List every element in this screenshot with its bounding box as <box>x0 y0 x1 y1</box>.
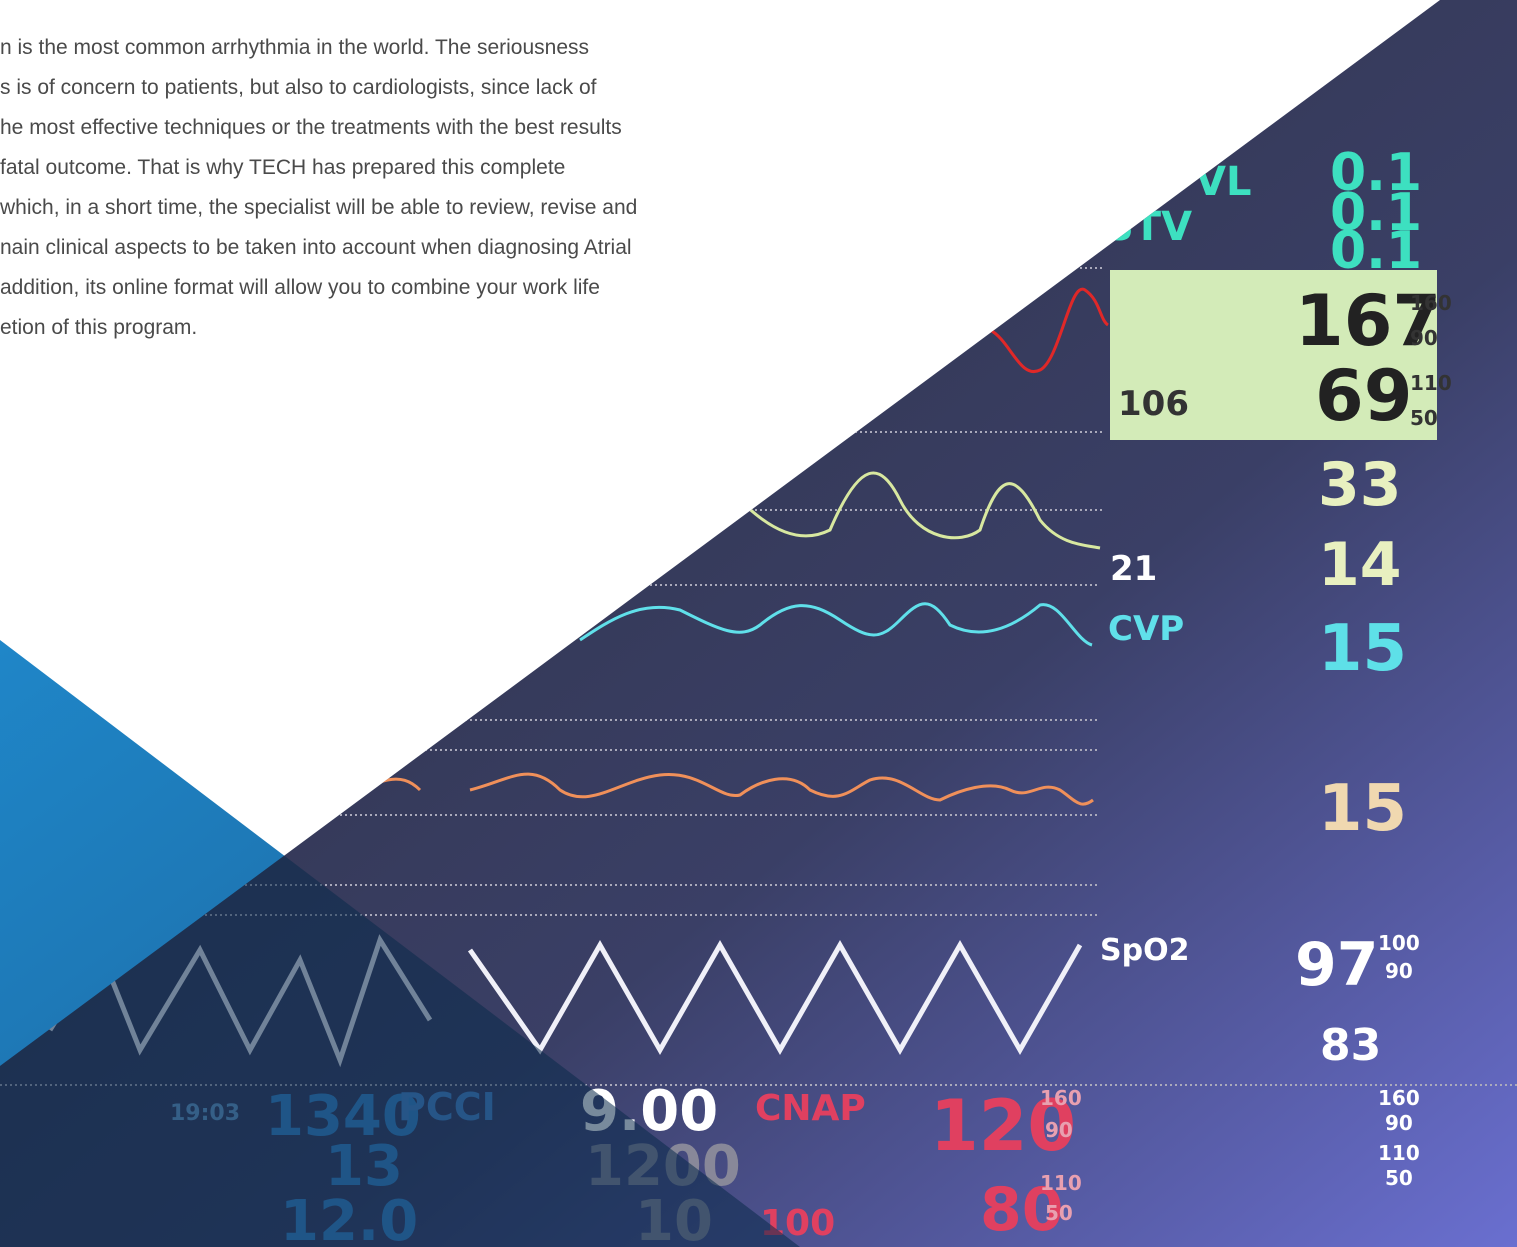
paragraph-line: which, in a short time, the specialist w… <box>0 196 637 219</box>
waveform <box>989 287 1110 374</box>
monitor-reading: 110 <box>1040 1171 1082 1195</box>
monitor-reading: 15 <box>1318 612 1407 686</box>
monitor-reading: CNAP <box>755 1088 866 1129</box>
monitor-reading: 167 <box>1295 280 1441 362</box>
paragraph-line: addition, its online format will allow y… <box>0 276 600 299</box>
monitor-reading: 120 <box>930 1085 1076 1167</box>
monitor-reading: 14 <box>1318 530 1402 600</box>
monitor-reading: 106 <box>1118 384 1189 424</box>
monitor-reading: 110 <box>1410 371 1452 395</box>
paragraph-line: he most effective techniques or the trea… <box>0 116 622 139</box>
monitor-reading: 33 <box>1318 450 1402 520</box>
monitor-reading: 80 <box>980 1175 1064 1245</box>
monitor-reading: 110 <box>1378 1141 1420 1165</box>
monitor-reading: 97 <box>1295 930 1379 1000</box>
paragraph-line: fatal outcome. That is why TECH has prep… <box>0 156 565 179</box>
monitor-reading: 160 <box>1040 1086 1082 1110</box>
paragraph-line: n is the most common arrhythmia in the w… <box>0 36 589 59</box>
monitor-reading: 160 <box>1378 1086 1420 1110</box>
monitor-reading: 0.1 <box>1330 143 1422 203</box>
bp-box <box>1110 270 1437 440</box>
paragraph: n is the most common arrhythmia in the w… <box>0 36 637 339</box>
monitor-reading: 90 <box>1385 1111 1413 1135</box>
paragraph-line: etion of this program. <box>0 316 197 339</box>
monitor-reading: 50 <box>1385 1166 1413 1190</box>
waveform <box>579 602 1093 647</box>
monitor-reading: 90 <box>1045 1118 1073 1142</box>
paragraph-line: s is of concern to patients, but also to… <box>0 76 597 99</box>
monitor-reading: 100 <box>1378 931 1420 955</box>
monitor-reading: 90 <box>1410 326 1438 350</box>
monitor-reading: 69 <box>1315 355 1412 437</box>
monitor-reading: 90 <box>1385 959 1413 983</box>
monitor-reading: 83 <box>1320 1020 1381 1071</box>
monitor-reading: VL <box>1195 159 1251 205</box>
monitor-reading: 0.1 <box>1330 221 1422 281</box>
monitor-reading: STV <box>1105 204 1192 250</box>
paragraph-line: nain clinical aspects to be taken into a… <box>0 236 632 259</box>
monitor-reading: CVP <box>1108 609 1184 649</box>
monitor-reading: 21 <box>1110 549 1157 589</box>
monitor-reading: 0.1 <box>1330 183 1422 243</box>
monitor-reading: SpO2 <box>1100 933 1189 968</box>
monitor-reading: 50 <box>1045 1201 1073 1225</box>
monitor-reading: 15 <box>1318 772 1407 846</box>
monitor-reading: 160 <box>1410 291 1452 315</box>
monitor-reading: 50 <box>1410 406 1438 430</box>
